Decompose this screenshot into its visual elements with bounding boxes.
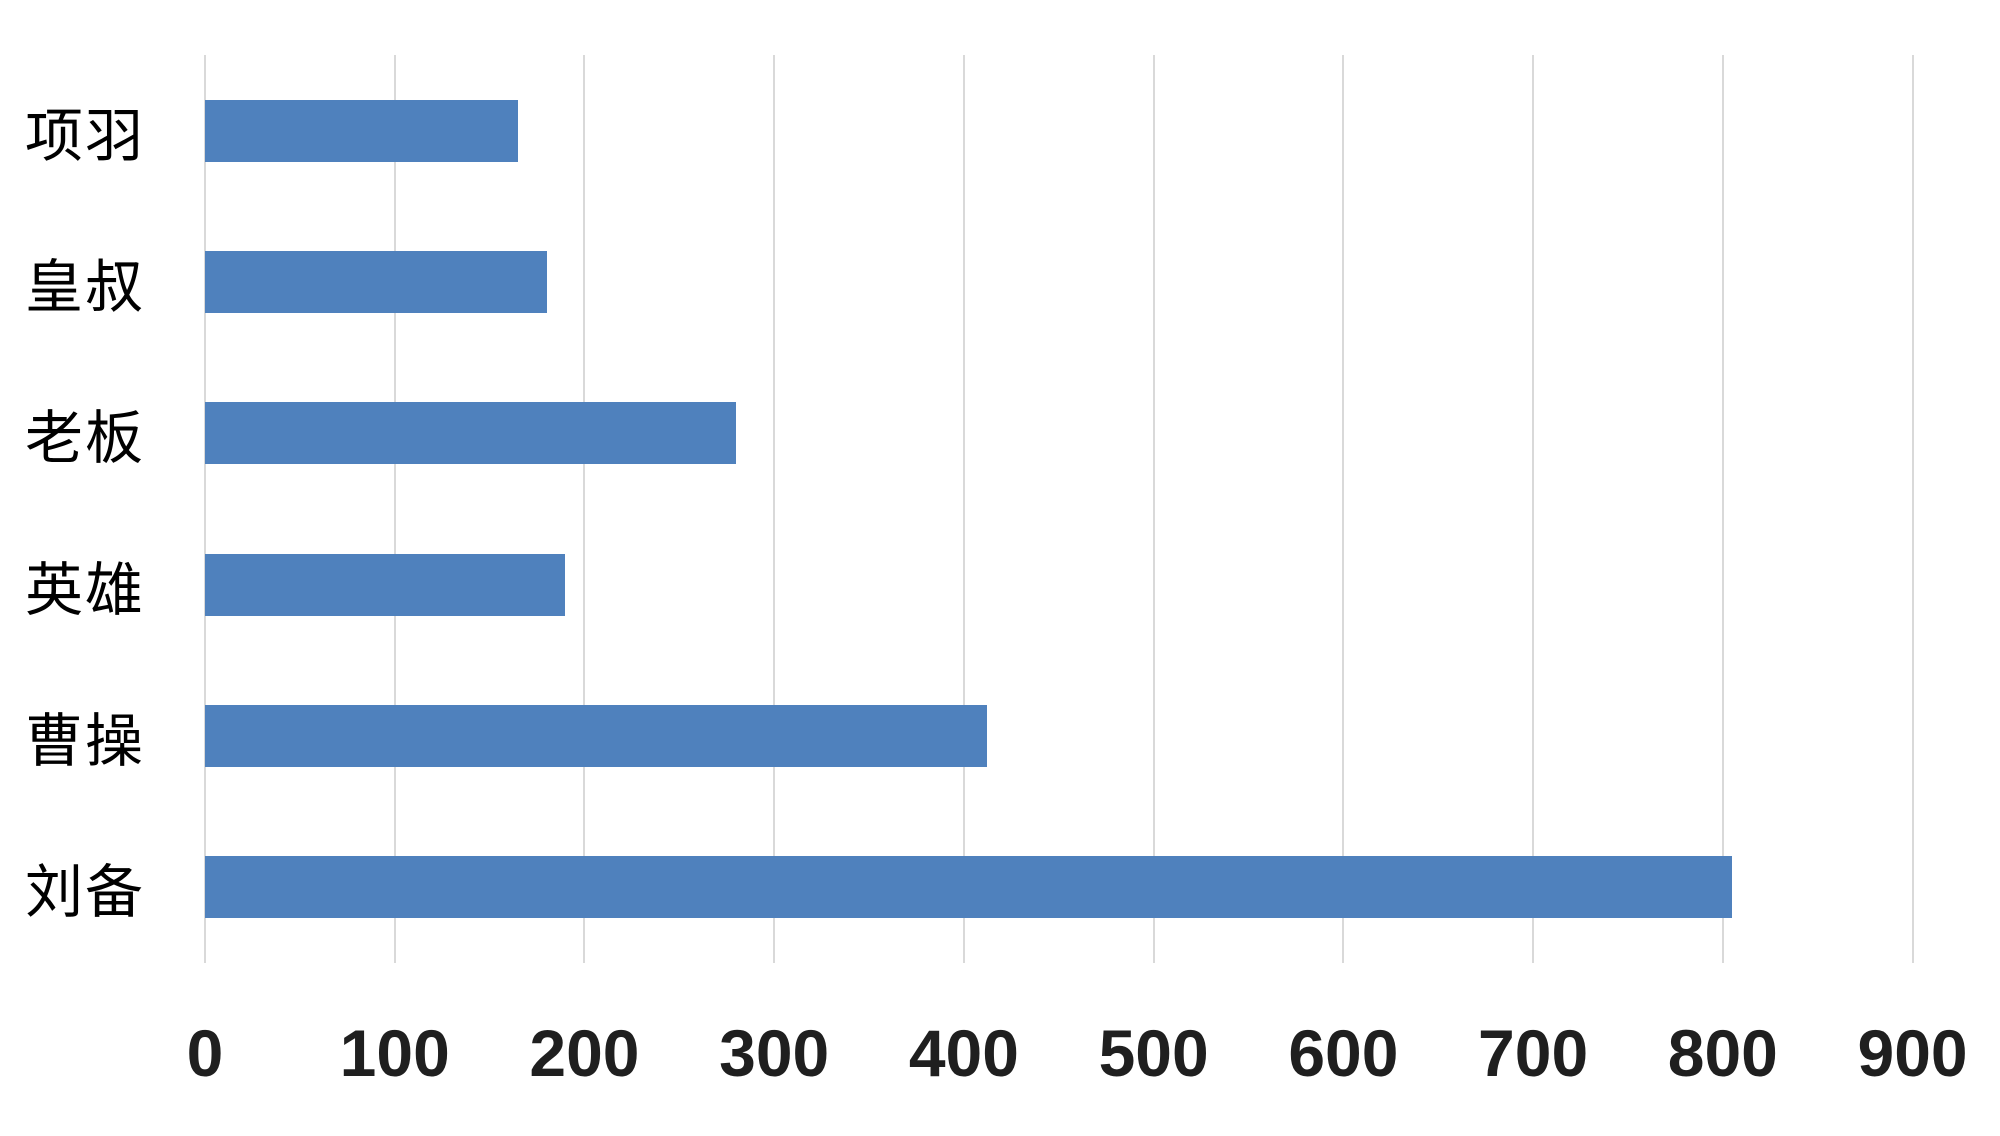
bar-项羽	[205, 99, 519, 162]
category-label: 英雄	[24, 557, 145, 623]
gridline-x-700	[1532, 55, 1535, 963]
gridline-x-600	[1342, 55, 1345, 963]
x-tick-label: 600	[1288, 1016, 1399, 1090]
x-tick-label: 200	[529, 1016, 640, 1090]
bar-老板	[205, 402, 737, 465]
gridline-x-200	[583, 55, 586, 963]
x-tick-label: 500	[1098, 1016, 1209, 1090]
category-label: 曹操	[24, 708, 145, 774]
x-tick-label: 100	[339, 1016, 450, 1090]
gridline-x-100	[393, 55, 396, 963]
gridline-x-0	[204, 55, 206, 963]
x-tick-label: 700	[1478, 1016, 1589, 1090]
category-label: 皇叔	[24, 254, 145, 320]
x-tick-label: 400	[908, 1016, 1019, 1090]
gridline-x-400	[962, 55, 965, 963]
category-label: 项羽	[24, 103, 145, 169]
bar-曹操	[205, 705, 987, 767]
gridline-x-900	[1911, 55, 1914, 963]
gridline-x-500	[1152, 55, 1155, 963]
category-label: 刘备	[24, 860, 145, 926]
category-label: 老板	[24, 406, 145, 472]
gridline-x-300	[773, 55, 776, 963]
bar-英雄	[205, 553, 566, 616]
bar-皇叔	[205, 251, 547, 313]
x-tick-label: 900	[1857, 1016, 1968, 1090]
bar-刘备	[205, 856, 1733, 919]
x-tick-label: 300	[719, 1016, 830, 1090]
gridline-x-800	[1721, 55, 1724, 963]
x-tick-label: 800	[1667, 1016, 1778, 1090]
x-tick-label: 0	[186, 1016, 224, 1090]
